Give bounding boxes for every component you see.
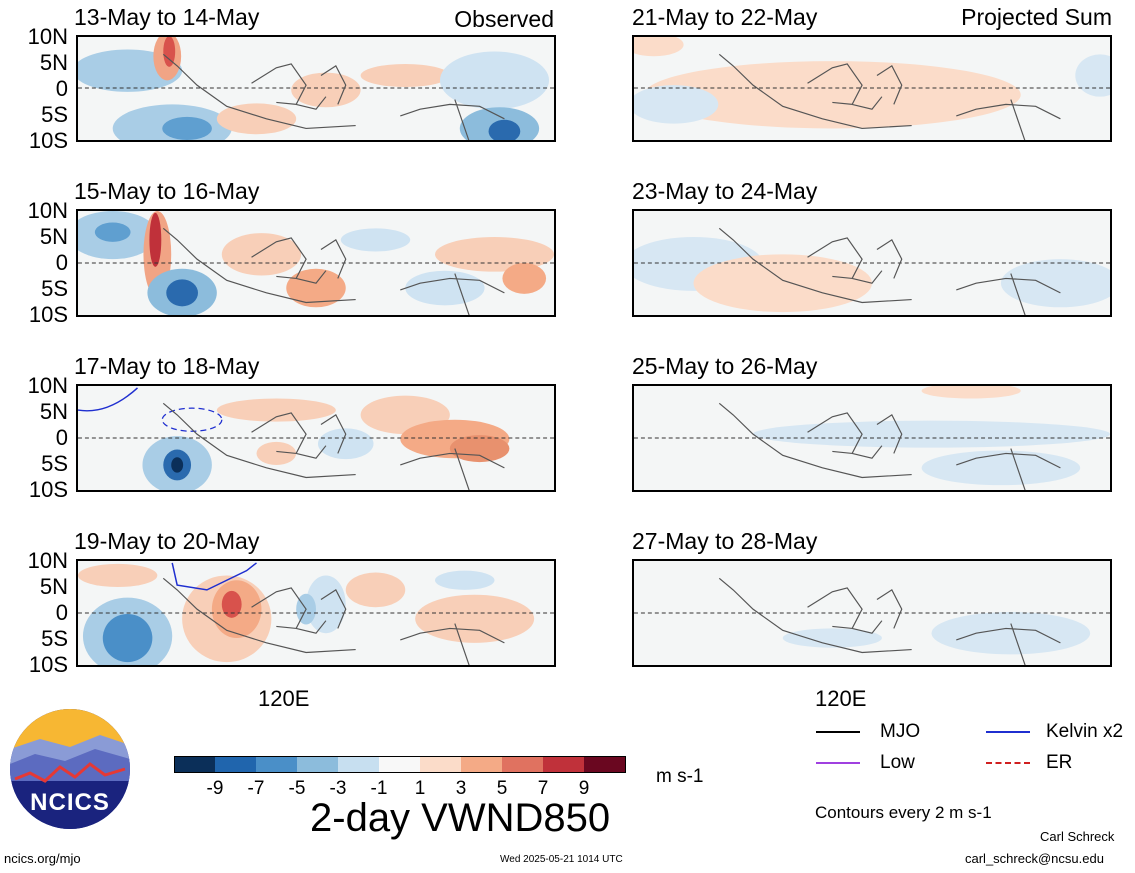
observed-map-2 <box>76 209 556 317</box>
lat-5s: 5S <box>41 102 68 127</box>
legend-label-mjo: MJO <box>880 721 921 742</box>
colorbar-tick: 5 <box>496 778 508 799</box>
observed-panel-title-3: 17-May to 18-May <box>74 353 260 379</box>
colorbar-border <box>174 756 626 773</box>
legend-line-er <box>986 762 1030 764</box>
lat-10s: 10S <box>28 302 68 327</box>
projected-header: Projected Sum <box>961 4 1112 30</box>
colorbar-tick: -5 <box>288 778 306 799</box>
logo-text: NCICS <box>30 789 110 816</box>
lat-10n: 10N <box>27 198 68 223</box>
footer-timestamp: Wed 2025-05-21 1014 UTC <box>500 854 623 865</box>
lat-5s: 5S <box>41 276 68 301</box>
lat-10s: 10S <box>28 652 68 677</box>
projected-map-2 <box>632 209 1112 317</box>
lat-5s: 5S <box>41 626 68 651</box>
projected-panel-title-3: 25-May to 26-May <box>632 353 818 379</box>
lat-5n: 5N <box>39 50 68 75</box>
projected-map-3 <box>632 384 1112 492</box>
projected-panel-title-4: 27-May to 28-May <box>632 528 818 554</box>
observed-panel-title-1: 13-May to 14-May <box>74 4 260 30</box>
lat-5n: 5N <box>39 574 68 599</box>
legend-label-kelvin: Kelvin x2 <box>1046 721 1124 742</box>
footer-email: carl_schreck@ncsu.edu <box>965 851 1104 866</box>
lat-10n: 10N <box>27 24 68 49</box>
colorbar-tick: -3 <box>329 778 347 799</box>
legend-line-low <box>816 762 860 764</box>
observed-panel-title-2: 15-May to 16-May <box>74 178 260 204</box>
lat-5s: 5S <box>41 451 68 476</box>
projected-panel-title-1: 21-May to 22-May <box>632 4 818 30</box>
legend-line-kelvin <box>986 731 1030 733</box>
lat-10n: 10N <box>27 548 68 573</box>
legend-line-mjo <box>816 731 860 733</box>
observed-header: Observed <box>454 6 554 32</box>
lon-label-right: 120E <box>815 686 867 711</box>
colorbar-tick: 9 <box>578 778 590 799</box>
projected-map-1 <box>632 35 1112 142</box>
observed-map-1 <box>76 35 556 142</box>
observed-map-3 <box>76 384 556 492</box>
lat-10n: 10N <box>27 373 68 398</box>
projected-panel-title-2: 23-May to 24-May <box>632 178 818 204</box>
lat-0: 0 <box>55 76 68 101</box>
footer-author: Carl Schreck <box>1040 829 1115 844</box>
colorbar-tick: 1 <box>414 778 426 799</box>
ncics-logo: NCICS <box>10 709 130 829</box>
contour-note: Contours every 2 m s-1 <box>815 803 992 822</box>
projected-map-4 <box>632 559 1112 667</box>
colorbar-tick: -9 <box>206 778 224 799</box>
lat-10s: 10S <box>28 128 68 153</box>
lat-0: 0 <box>55 600 68 625</box>
footer-url: ncics.org/mjo <box>4 851 81 866</box>
lat-0: 0 <box>55 425 68 450</box>
legend-label-low: Low <box>880 752 915 773</box>
colorbar-tick: 7 <box>537 778 549 799</box>
colorbar-tick: 3 <box>455 778 467 799</box>
observed-map-4 <box>76 559 556 667</box>
observed-panel-title-4: 19-May to 20-May <box>74 528 260 554</box>
colorbar-units: m s-1 <box>656 766 704 787</box>
colorbar-tick: -7 <box>247 778 265 799</box>
lat-10s: 10S <box>28 477 68 502</box>
lat-5n: 5N <box>39 224 68 249</box>
lat-5n: 5N <box>39 399 68 424</box>
lat-0: 0 <box>55 250 68 275</box>
lon-label-left: 120E <box>258 686 310 711</box>
colorbar-tick: -1 <box>370 778 388 799</box>
legend-label-er: ER <box>1046 752 1073 773</box>
main-title: 2-day VWND850 <box>310 796 611 840</box>
